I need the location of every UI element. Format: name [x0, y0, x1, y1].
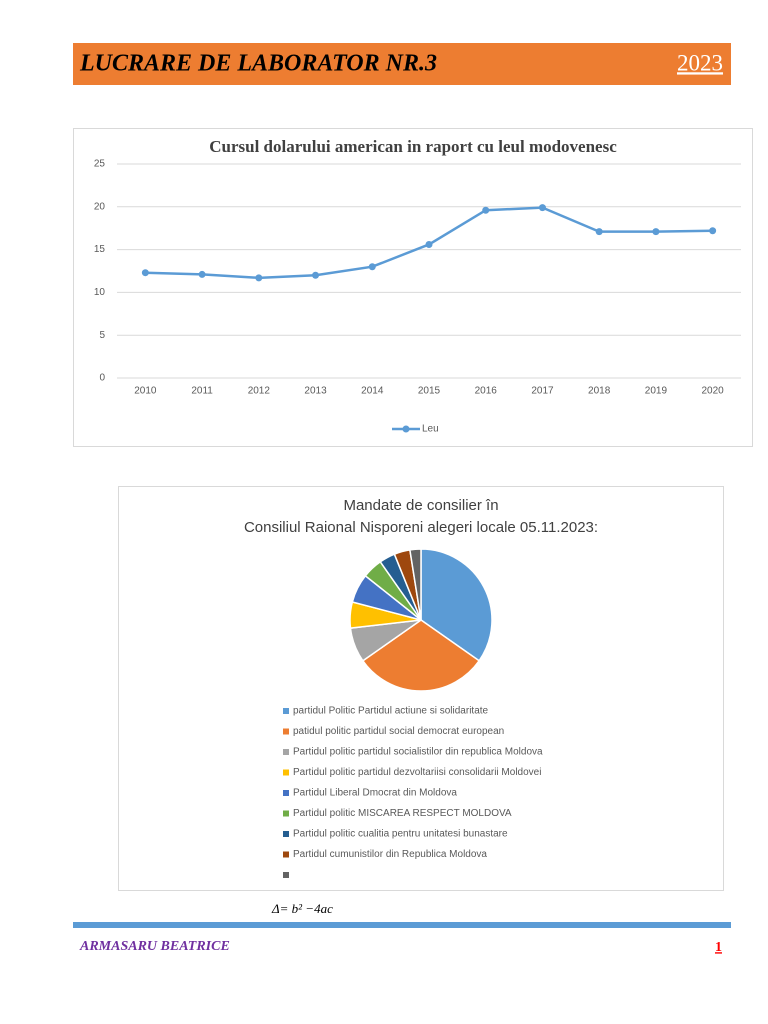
legend-label: partidul Politic Partidul actiune si sol…: [293, 706, 489, 717]
header-title: LUCRARE DE LABORATOR NR.3: [79, 51, 437, 77]
legend-label: Partidul politic cualitia pentru unitate…: [293, 829, 508, 840]
header-bar: [73, 43, 731, 85]
x-tick-label: 2019: [645, 386, 668, 397]
legend-label: Partidul Liberal Dmocrat din Moldova: [293, 788, 457, 799]
data-point: [709, 227, 717, 235]
formula: Δ= b² −4ac: [271, 901, 333, 916]
pie-slice: [361, 619, 481, 692]
x-tick-label: 2011: [191, 386, 213, 397]
y-tick-label: 10: [94, 287, 106, 298]
legend-label: Partidul politic MISCAREA RESPECT MOLDOV…: [293, 808, 512, 819]
pie-slice: [420, 548, 493, 662]
legend-swatch: [283, 769, 289, 776]
y-tick-label: 5: [99, 330, 105, 341]
legend-swatch: [283, 790, 289, 796]
legend-label: Partidul politic partidul dezvoltariisi …: [293, 767, 541, 778]
y-tick-label: 15: [94, 244, 106, 255]
pie-slice: [409, 548, 422, 621]
data-point: [595, 228, 603, 236]
x-tick-label: 2020: [702, 386, 725, 397]
x-tick-label: 2015: [418, 386, 441, 397]
data-point: [141, 269, 149, 277]
legend-marker: [402, 425, 410, 433]
line-chart-frame: [73, 128, 753, 447]
legend-swatch: [283, 831, 289, 837]
x-tick-label: 2012: [248, 386, 271, 397]
data-point: [312, 271, 320, 279]
x-tick-label: 2016: [475, 386, 498, 397]
y-tick-label: 0: [99, 373, 105, 384]
data-point: [652, 228, 660, 236]
x-tick-label: 2018: [588, 386, 611, 397]
header-year: 2023: [677, 50, 723, 75]
chart-title: Cursul dolarului american in raport cu l…: [209, 137, 617, 156]
legend-label: patidul politic partidul social democrat…: [293, 726, 504, 737]
x-tick-label: 2013: [304, 386, 327, 397]
chart-title: Mandate de consilier în: [343, 497, 498, 514]
legend-swatch: [283, 851, 289, 858]
y-tick-label: 20: [94, 201, 106, 212]
data-point: [198, 270, 206, 278]
legend-swatch: [283, 872, 289, 878]
x-tick-label: 2017: [531, 386, 554, 397]
chart-subtitle: Consiliul Raional Nisporeni alegeri loca…: [244, 519, 598, 536]
footer-rule: [73, 922, 731, 928]
legend-swatch: [283, 810, 289, 817]
footer-author: ARMASARU BEATRICE: [79, 939, 230, 954]
data-point: [538, 204, 546, 212]
legend-label: Partidul politic partidul socialistilor …: [293, 747, 543, 758]
legend-swatch: [283, 728, 289, 735]
data-point: [425, 240, 433, 248]
page-number: 1: [715, 940, 722, 955]
legend-swatch: [283, 708, 289, 714]
legend-label: Leu: [422, 424, 439, 435]
x-tick-label: 2010: [134, 386, 157, 397]
data-point: [482, 206, 490, 214]
legend-label: Partidul cumunistilor din Republica Mold…: [293, 849, 487, 860]
x-tick-label: 2014: [361, 386, 384, 397]
legend-swatch: [283, 749, 289, 755]
y-tick-label: 25: [94, 159, 106, 170]
data-point: [368, 263, 376, 271]
data-point: [255, 274, 263, 282]
